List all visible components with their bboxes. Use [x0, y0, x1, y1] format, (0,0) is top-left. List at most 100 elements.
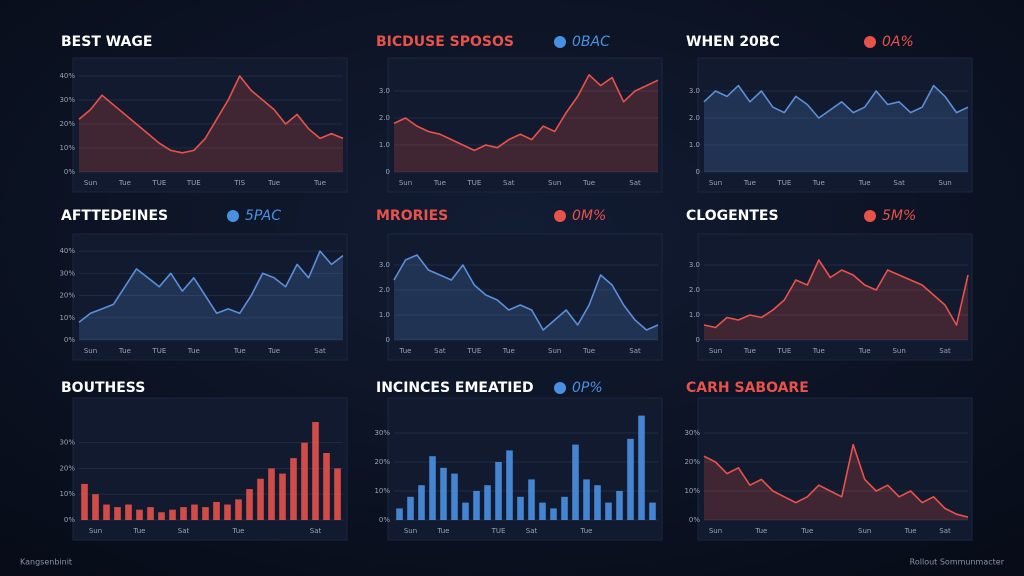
bar [103, 504, 110, 520]
bar [451, 473, 458, 520]
area-fill [704, 85, 968, 172]
area-fill [704, 444, 968, 520]
chart-title: BICDUSE SPOSOS [376, 34, 514, 50]
x-tick-label: Tue [858, 179, 871, 187]
bar [235, 499, 242, 520]
bar [323, 452, 330, 520]
x-tick-label: Tue [582, 179, 595, 187]
x-tick-label: Tue [133, 527, 146, 535]
line [393, 74, 659, 152]
y-tick-label: 0 [386, 336, 390, 344]
x-tick-label: Tue [754, 527, 767, 535]
panel [387, 57, 663, 193]
line [703, 443, 969, 518]
line [78, 250, 344, 323]
bar [180, 507, 187, 520]
bar [334, 468, 341, 520]
panel [697, 233, 973, 361]
x-tick-label: Tue [437, 527, 450, 535]
y-tick-label: 3.0 [379, 261, 390, 269]
bar [429, 456, 436, 520]
y-tick-label: 3.0 [689, 261, 700, 269]
y-tick-label: 20% [59, 464, 75, 472]
bar [473, 491, 480, 520]
x-tick-label: Tue [233, 347, 246, 355]
x-tick-label: Tue [580, 527, 593, 535]
y-tick-label: 2.0 [379, 286, 390, 294]
x-tick-label: TUE [151, 179, 166, 187]
panel [697, 57, 973, 193]
bar [462, 502, 469, 520]
y-tick-label: 20% [374, 458, 390, 466]
x-tick-label: TUE [776, 347, 791, 355]
badge-text: 5M% [882, 208, 916, 224]
bar [561, 496, 568, 520]
bar [312, 422, 319, 520]
chart-title: AFTTEDEINES [61, 208, 168, 224]
bar [147, 507, 154, 520]
x-tick-label: Sat [939, 527, 951, 535]
bar [572, 444, 579, 520]
x-tick-label: Tue [800, 527, 813, 535]
x-tick-label: Sun [89, 527, 102, 535]
x-tick-label: Tue [232, 527, 245, 535]
x-tick-label: Sat [526, 527, 538, 535]
x-tick-label: TUE [491, 527, 506, 535]
x-tick-label: Tue [267, 347, 280, 355]
y-tick-label: 2.0 [689, 114, 700, 122]
chart-title: BEST WAGE [61, 34, 152, 50]
y-tick-label: 0% [64, 336, 75, 344]
x-tick-label: TUE [466, 347, 481, 355]
x-tick-label: Sat [310, 527, 322, 535]
x-tick-label: TUE [151, 347, 166, 355]
bar [136, 509, 143, 520]
x-tick-label: Sun [858, 527, 871, 535]
bar [539, 502, 546, 520]
bar [202, 507, 209, 520]
x-tick-label: Tue [313, 179, 326, 187]
y-tick-label: 10% [59, 144, 75, 152]
area-fill [704, 260, 968, 340]
bar [484, 485, 491, 520]
bar [638, 415, 645, 520]
x-tick-label: Tue [743, 179, 756, 187]
badge-dot [864, 36, 876, 48]
x-tick-label: Sun [548, 179, 561, 187]
bar [81, 483, 88, 520]
x-tick-label: Tue [812, 347, 825, 355]
x-tick-label: Sun [84, 347, 97, 355]
x-tick-label: Sun [709, 527, 722, 535]
area-fill [394, 74, 658, 172]
x-tick-label: Sun [399, 179, 412, 187]
chart-title: CLOGENTES [686, 208, 779, 224]
x-tick-label: Sun [938, 179, 951, 187]
badge-dot [554, 36, 566, 48]
chart-title: CARH SABOARE [686, 380, 809, 396]
y-tick-label: 1.0 [379, 141, 390, 149]
y-tick-label: 3.0 [689, 87, 700, 95]
x-tick-label: Tue [398, 347, 411, 355]
x-tick-label: Sat [629, 179, 641, 187]
x-tick-label: Tue [904, 527, 917, 535]
y-tick-label: 1.0 [689, 311, 700, 319]
bar [125, 504, 132, 520]
bar [301, 442, 308, 520]
x-tick-label: Sat [503, 179, 515, 187]
x-tick-label: Tue [433, 179, 446, 187]
panel [697, 397, 973, 541]
y-tick-label: 40% [59, 72, 75, 80]
y-tick-label: 2.0 [689, 286, 700, 294]
line [703, 84, 969, 119]
area-fill [79, 76, 343, 172]
x-tick-label: Tue [502, 347, 515, 355]
panel [387, 233, 663, 361]
badge-text: 0M% [572, 208, 606, 224]
bar [290, 458, 297, 520]
y-tick-label: 0 [696, 168, 700, 176]
bar [396, 508, 403, 520]
bar [506, 450, 513, 520]
bar [583, 479, 590, 520]
bar [440, 467, 447, 520]
badge-dot [554, 210, 566, 222]
